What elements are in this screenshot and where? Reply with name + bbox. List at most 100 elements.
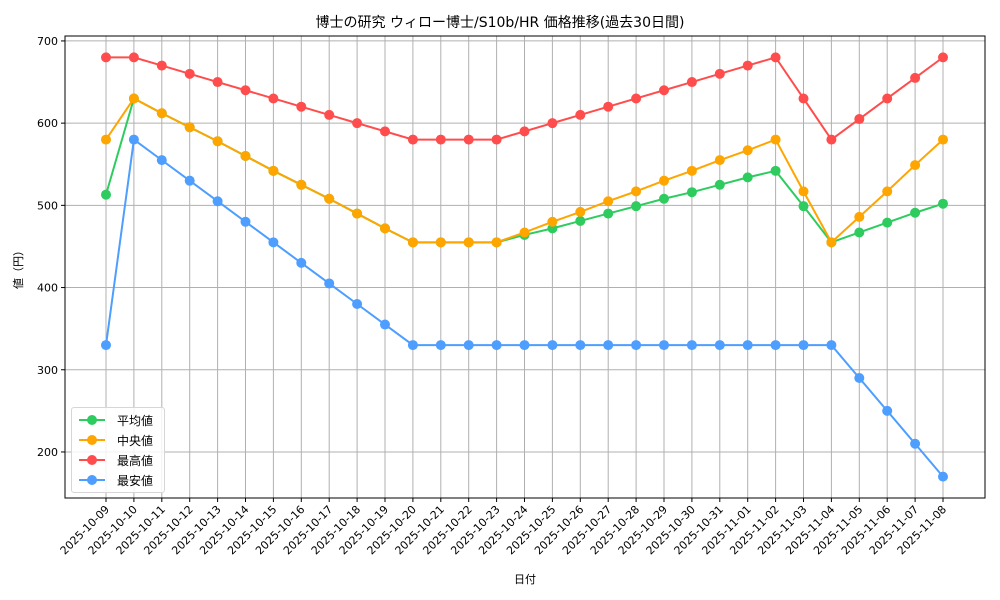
data-point: [631, 201, 642, 212]
data-point: [659, 175, 669, 186]
data-point: [910, 207, 921, 218]
y-axis-label: 値（円）: [12, 245, 25, 289]
x-axis-label: 日付: [514, 573, 536, 586]
legend-marker-icon: [87, 435, 97, 445]
grid-lines: [65, 36, 985, 498]
data-point: [547, 118, 558, 129]
data-point: [101, 189, 111, 200]
data-point: [407, 340, 418, 351]
data-point: [380, 319, 390, 330]
data-point: [156, 60, 167, 71]
legend-item-average: 平均値: [72, 411, 164, 429]
data-point: [435, 340, 446, 351]
data-series: [101, 52, 948, 482]
data-point: [770, 52, 781, 63]
data-point: [854, 372, 865, 383]
data-point: [491, 340, 502, 351]
y-axis-ticks: 200 300 400 500 600 700: [37, 35, 65, 459]
data-point: [324, 278, 335, 289]
data-point: [519, 227, 530, 238]
data-point: [798, 340, 809, 351]
y-tick-label: 600: [37, 117, 58, 130]
data-point: [686, 187, 697, 198]
data-point: [742, 145, 753, 156]
data-point: [296, 179, 307, 190]
data-point: [798, 201, 809, 212]
data-point: [910, 438, 921, 449]
x-axis-ticks: 2025-10-092025-10-102025-10-112025-10-12…: [58, 498, 949, 557]
data-point: [714, 340, 725, 351]
data-point: [798, 93, 809, 104]
data-point: [407, 134, 418, 145]
legend-label: 最安値: [117, 474, 154, 488]
data-point: [854, 211, 865, 222]
y-tick-label: 700: [37, 35, 58, 48]
data-point: [575, 206, 586, 217]
data-point: [659, 193, 669, 204]
data-point: [631, 186, 642, 197]
data-point: [742, 340, 753, 351]
data-point: [603, 196, 614, 207]
data-point: [826, 134, 837, 145]
data-point: [742, 172, 753, 183]
chart-title: 博士の研究 ウィロー博士/S10b/HR 価格推移(過去30日間): [315, 15, 685, 31]
data-point: [910, 72, 921, 83]
data-point: [407, 237, 418, 248]
data-point: [463, 134, 474, 145]
data-point: [547, 340, 558, 351]
data-point: [826, 237, 837, 248]
data-point: [184, 68, 195, 79]
data-point: [352, 118, 363, 129]
data-point: [435, 237, 446, 248]
data-point: [770, 165, 781, 176]
data-point: [491, 237, 502, 248]
data-point: [575, 109, 586, 120]
data-point: [910, 160, 921, 171]
data-point: [938, 134, 948, 145]
legend-label: 平均値: [117, 414, 154, 428]
y-tick-label: 400: [37, 282, 58, 295]
data-point: [156, 155, 167, 166]
data-point: [659, 340, 669, 351]
data-point: [352, 298, 363, 309]
data-point: [184, 175, 195, 186]
data-point: [296, 257, 307, 268]
data-point: [268, 93, 279, 104]
data-point: [240, 151, 251, 162]
legend-label: 最高値: [117, 454, 154, 468]
data-point: [212, 77, 223, 88]
data-point: [770, 134, 781, 145]
data-point: [156, 108, 167, 119]
data-point: [128, 52, 139, 63]
data-point: [603, 208, 614, 219]
data-point: [826, 340, 837, 351]
data-point: [686, 340, 697, 351]
data-point: [686, 165, 697, 176]
data-point: [882, 186, 893, 197]
data-point: [380, 126, 390, 137]
legend-label: 中央値: [117, 434, 154, 448]
legend-item-min: 最安値: [72, 471, 164, 489]
data-point: [212, 196, 223, 207]
data-point: [686, 77, 697, 88]
data-point: [938, 52, 948, 63]
y-tick-label: 200: [37, 446, 58, 459]
data-point: [128, 93, 139, 104]
data-point: [631, 93, 642, 104]
data-point: [631, 340, 642, 351]
data-point: [463, 237, 474, 248]
data-point: [491, 134, 502, 145]
data-point: [324, 109, 335, 120]
data-point: [268, 165, 279, 176]
legend-marker-icon: [87, 475, 97, 485]
data-point: [240, 85, 251, 96]
data-point: [463, 340, 474, 351]
data-point: [519, 340, 530, 351]
data-point: [268, 237, 279, 248]
data-point: [882, 93, 893, 104]
data-point: [575, 215, 586, 226]
data-point: [380, 223, 390, 234]
data-point: [882, 217, 893, 228]
legend-marker-icon: [87, 415, 97, 425]
